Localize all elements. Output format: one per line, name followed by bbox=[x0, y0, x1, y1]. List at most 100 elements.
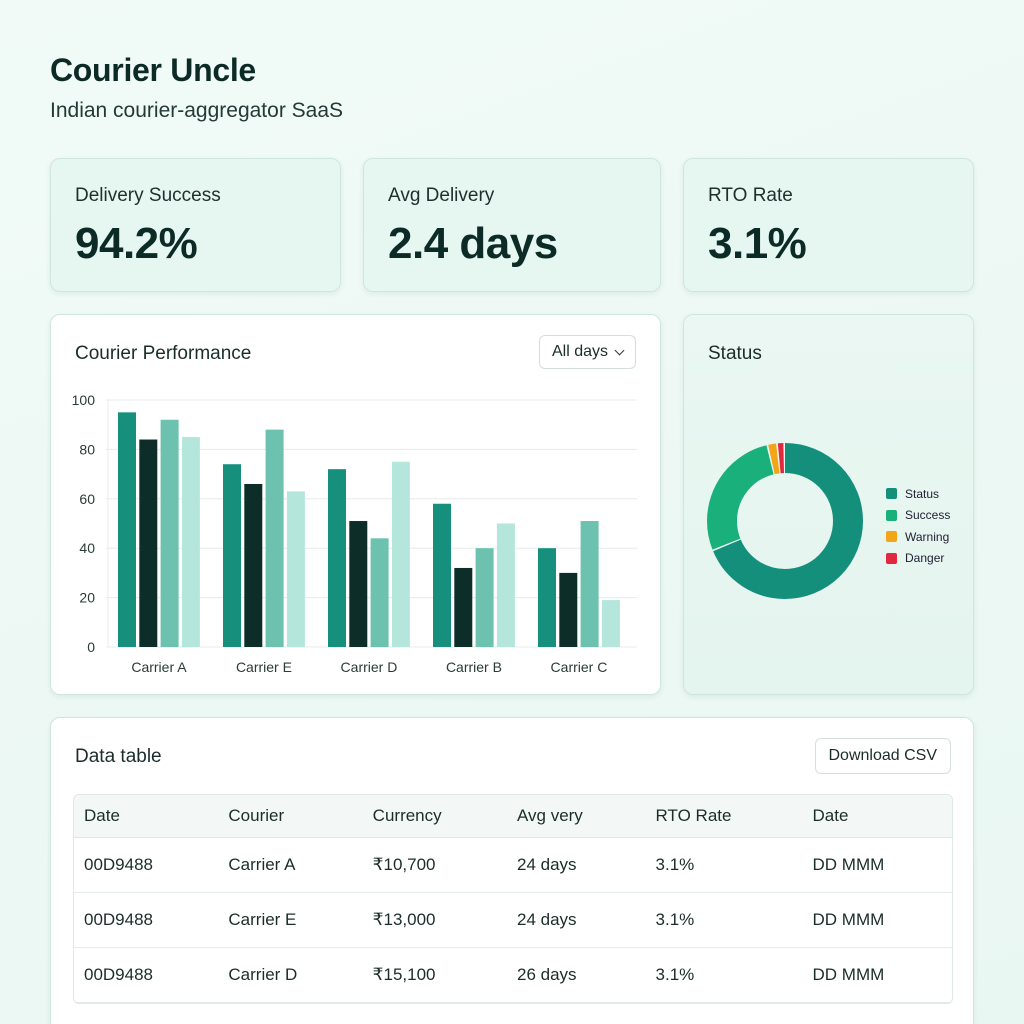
table-row[interactable]: 00D9488 Carrier A ₹10,700 24 days 3.1% D… bbox=[74, 837, 952, 892]
legend-swatch bbox=[886, 552, 897, 564]
y-tick-label: 80 bbox=[79, 441, 95, 457]
donut-slice[interactable] bbox=[707, 443, 863, 599]
column-header-date[interactable]: Date bbox=[74, 795, 219, 838]
bar[interactable] bbox=[349, 521, 368, 647]
x-tick-label: Carrier D bbox=[341, 659, 398, 675]
x-tick-label: Carrier E bbox=[236, 659, 292, 675]
table-cell: 24 days bbox=[516, 854, 577, 874]
kpi-card-avg-delivery: Avg Delivery 2.4 days bbox=[363, 158, 661, 292]
table-header-row: Date Courier Currency Avg very RTO Rate … bbox=[74, 795, 952, 838]
bar[interactable] bbox=[118, 412, 136, 647]
legend-label: Warning bbox=[905, 529, 950, 544]
kpi-value: 3.1% bbox=[708, 219, 807, 268]
table-cell: DD MMM bbox=[812, 909, 885, 929]
legend-label: Success bbox=[905, 508, 951, 523]
bar[interactable] bbox=[370, 538, 389, 647]
legend-item-warning: Warning bbox=[886, 526, 950, 548]
bar[interactable] bbox=[454, 567, 473, 647]
y-tick-label: 60 bbox=[79, 491, 95, 507]
table-row[interactable]: 00D9488 Carrier E ₹13,000 24 days 3.1% D… bbox=[74, 892, 952, 947]
y-tick-label: 0 bbox=[87, 639, 95, 655]
table-cell: Carrier D bbox=[228, 964, 298, 984]
bar[interactable] bbox=[433, 503, 451, 647]
table-cell: ₹10,700 bbox=[372, 854, 436, 874]
legend-item-status: Status bbox=[886, 483, 950, 505]
table-cell: 3.1% bbox=[655, 964, 695, 984]
bar[interactable] bbox=[391, 461, 410, 647]
legend-swatch bbox=[886, 531, 897, 543]
bar[interactable] bbox=[538, 548, 556, 647]
legend-label: Status bbox=[905, 486, 940, 501]
column-header-avg[interactable]: Avg very bbox=[506, 795, 646, 838]
legend-item-success: Success bbox=[886, 505, 950, 527]
table-cell: ₹15,100 bbox=[372, 964, 436, 984]
y-tick-label: 100 bbox=[72, 392, 96, 408]
courier-performance-chart: 0 20 40 60 80 100 Carrier A Carrier E Carrier D C… bbox=[72, 392, 637, 675]
column-header-date-2[interactable]: Date bbox=[802, 795, 952, 838]
donut-slices bbox=[707, 443, 863, 599]
legend-swatch bbox=[886, 488, 897, 500]
kpi-label: Avg Delivery bbox=[388, 185, 495, 206]
table-cell: 3.1% bbox=[655, 854, 695, 874]
legend-item-danger: Danger bbox=[886, 548, 950, 570]
x-tick-label: Carrier B bbox=[446, 659, 502, 675]
kpi-label: RTO Rate bbox=[708, 185, 793, 206]
kpi-card-delivery-success: Delivery Success 94.2% bbox=[50, 158, 341, 292]
y-tick-label: 40 bbox=[79, 540, 95, 556]
column-header-rto-rate[interactable]: RTO Rate bbox=[645, 795, 803, 838]
table-cell: 3.1% bbox=[655, 909, 695, 929]
status-card: Status Status Success Warning Danger bbox=[683, 314, 974, 695]
table-cell: ₹13,000 bbox=[372, 909, 436, 929]
table-cell: Carrier A bbox=[228, 854, 296, 874]
column-header-currency[interactable]: Currency bbox=[362, 795, 507, 838]
bar[interactable] bbox=[601, 600, 620, 647]
days-filter-dropdown[interactable]: All days bbox=[538, 335, 636, 369]
bar[interactable] bbox=[223, 464, 241, 647]
bar[interactable] bbox=[328, 469, 346, 647]
table-cell: DD MMM bbox=[812, 964, 885, 984]
bar[interactable] bbox=[496, 523, 515, 648]
kpi-value: 94.2% bbox=[75, 219, 198, 268]
donut-slice[interactable] bbox=[707, 443, 863, 599]
x-tick-label: Carrier C bbox=[551, 659, 608, 675]
kpi-value: 2.4 days bbox=[388, 219, 558, 268]
bar[interactable] bbox=[265, 429, 284, 647]
column-header-courier[interactable]: Courier bbox=[218, 795, 363, 838]
bar[interactable] bbox=[286, 491, 305, 647]
bar[interactable] bbox=[181, 437, 200, 647]
bar[interactable] bbox=[139, 439, 158, 647]
kpi-card-rto-rate: RTO Rate 3.1% bbox=[683, 158, 974, 292]
bar[interactable] bbox=[559, 572, 578, 647]
download-csv-button[interactable]: Download CSV bbox=[814, 738, 951, 774]
bar[interactable] bbox=[580, 521, 599, 647]
bar[interactable] bbox=[160, 419, 179, 647]
courier-performance-card: 0 20 40 60 80 100 Carrier A Carrier E Carrier D C… bbox=[50, 314, 661, 695]
table-cell: 00D9488 bbox=[84, 964, 154, 984]
table-cell: DD MMM bbox=[812, 854, 885, 874]
y-tick-label: 20 bbox=[79, 590, 95, 606]
data-table-card: Data table Download CSV Date Courier Cur… bbox=[50, 717, 974, 1024]
bar[interactable] bbox=[475, 548, 494, 647]
legend-swatch bbox=[886, 509, 897, 521]
status-legend: Status Success Warning Danger bbox=[886, 483, 950, 569]
table-row[interactable]: 00D9488 Carrier D ₹15,100 26 days 3.1% D… bbox=[74, 947, 952, 1002]
app-subtitle: Indian courier-aggregator SaaS bbox=[50, 99, 344, 122]
table-cell: 26 days bbox=[516, 964, 577, 984]
legend-label: Danger bbox=[905, 551, 945, 566]
status-donut-chart bbox=[707, 443, 863, 599]
chevron-down-icon bbox=[614, 345, 625, 355]
bar[interactable] bbox=[244, 483, 263, 647]
data-table: Date Courier Currency Avg very RTO Rate … bbox=[73, 794, 953, 1004]
status-title: Status bbox=[708, 343, 762, 364]
kpi-label: Delivery Success bbox=[75, 185, 221, 206]
table-cell: 00D9488 bbox=[84, 909, 154, 929]
table-cell: 00D9488 bbox=[84, 854, 154, 874]
table-title: Data table bbox=[75, 746, 162, 767]
days-filter-label: All days bbox=[551, 343, 608, 360]
table-cell: 24 days bbox=[516, 909, 577, 929]
x-tick-label: Carrier A bbox=[131, 659, 187, 675]
app-title: Courier Uncle bbox=[50, 52, 256, 88]
page-header: Courier Uncle Indian courier-aggregator … bbox=[50, 52, 343, 123]
table-cell: Carrier E bbox=[228, 909, 297, 929]
chart-title: Courier Performance bbox=[75, 343, 252, 364]
